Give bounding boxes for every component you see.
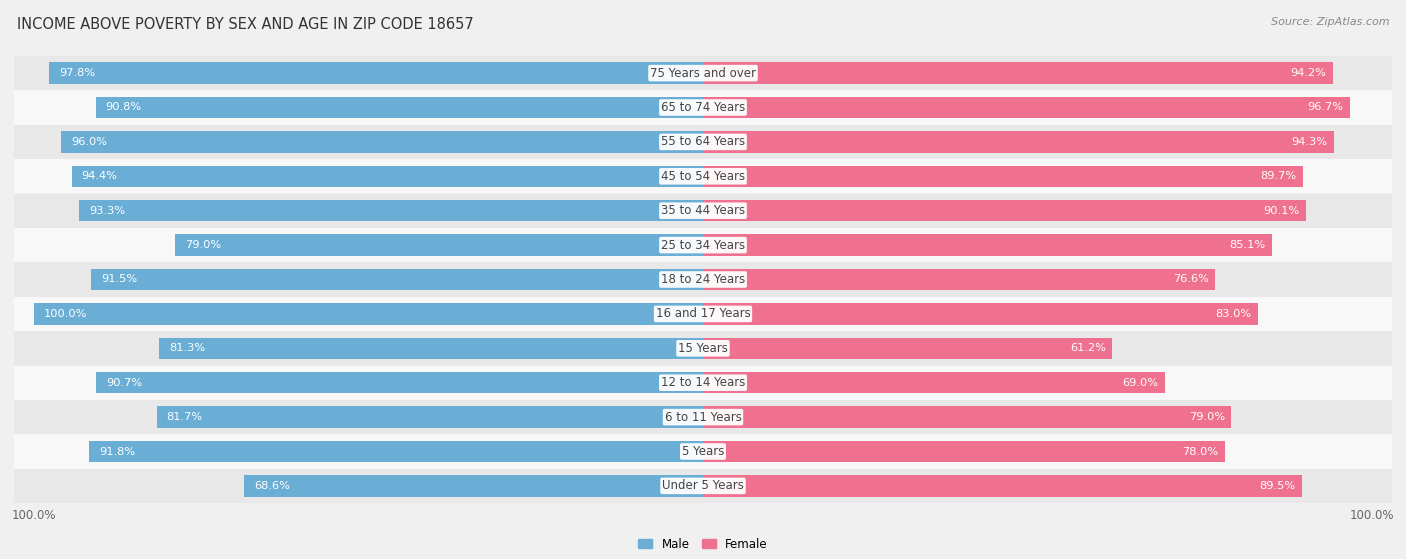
Bar: [703, 269, 1215, 290]
Bar: [91, 269, 703, 290]
Text: 12 to 14 Years: 12 to 14 Years: [661, 376, 745, 389]
Text: 81.3%: 81.3%: [169, 343, 205, 353]
Bar: [89, 441, 703, 462]
Bar: [14, 91, 1392, 125]
Text: 93.3%: 93.3%: [89, 206, 125, 216]
Bar: [703, 97, 1350, 118]
Bar: [14, 366, 1392, 400]
Bar: [156, 406, 703, 428]
Text: 65 to 74 Years: 65 to 74 Years: [661, 101, 745, 114]
Bar: [14, 125, 1392, 159]
Text: 35 to 44 Years: 35 to 44 Years: [661, 204, 745, 217]
Bar: [14, 193, 1392, 228]
Bar: [703, 131, 1334, 153]
Text: 75 Years and over: 75 Years and over: [650, 67, 756, 79]
Text: 78.0%: 78.0%: [1182, 447, 1218, 457]
Bar: [703, 63, 1333, 84]
Bar: [14, 468, 1392, 503]
Bar: [703, 406, 1232, 428]
Bar: [703, 441, 1225, 462]
Text: 91.8%: 91.8%: [98, 447, 135, 457]
Text: Source: ZipAtlas.com: Source: ZipAtlas.com: [1271, 17, 1389, 27]
Bar: [703, 200, 1306, 221]
Legend: Male, Female: Male, Female: [634, 533, 772, 555]
Text: 83.0%: 83.0%: [1215, 309, 1251, 319]
Bar: [72, 165, 703, 187]
Text: 89.5%: 89.5%: [1258, 481, 1295, 491]
Bar: [34, 303, 703, 325]
Text: 100.0%: 100.0%: [44, 309, 87, 319]
Bar: [159, 338, 703, 359]
Bar: [703, 475, 1302, 496]
Bar: [49, 63, 703, 84]
Bar: [703, 338, 1112, 359]
Text: 18 to 24 Years: 18 to 24 Years: [661, 273, 745, 286]
Bar: [96, 97, 703, 118]
Bar: [14, 262, 1392, 297]
Text: 94.2%: 94.2%: [1291, 68, 1326, 78]
Text: 94.3%: 94.3%: [1291, 137, 1327, 147]
Bar: [14, 159, 1392, 193]
Bar: [97, 372, 703, 394]
Text: 6 to 11 Years: 6 to 11 Years: [665, 411, 741, 424]
Text: 90.7%: 90.7%: [107, 378, 142, 388]
Text: 97.8%: 97.8%: [59, 68, 96, 78]
Text: 85.1%: 85.1%: [1229, 240, 1265, 250]
Bar: [79, 200, 703, 221]
Text: Under 5 Years: Under 5 Years: [662, 480, 744, 492]
Bar: [174, 234, 703, 256]
Text: 90.1%: 90.1%: [1263, 206, 1299, 216]
Bar: [703, 234, 1272, 256]
Text: 55 to 64 Years: 55 to 64 Years: [661, 135, 745, 148]
Text: 81.7%: 81.7%: [166, 412, 202, 422]
Text: 79.0%: 79.0%: [1188, 412, 1225, 422]
Bar: [14, 56, 1392, 91]
Bar: [703, 165, 1303, 187]
Bar: [14, 297, 1392, 331]
Text: 91.5%: 91.5%: [101, 274, 138, 285]
Text: 68.6%: 68.6%: [254, 481, 290, 491]
Text: 5 Years: 5 Years: [682, 445, 724, 458]
Text: 69.0%: 69.0%: [1122, 378, 1157, 388]
Text: 79.0%: 79.0%: [184, 240, 221, 250]
Text: 15 Years: 15 Years: [678, 342, 728, 355]
Bar: [60, 131, 703, 153]
Bar: [703, 303, 1258, 325]
Text: 25 to 34 Years: 25 to 34 Years: [661, 239, 745, 252]
Text: 76.6%: 76.6%: [1173, 274, 1209, 285]
Text: 96.0%: 96.0%: [70, 137, 107, 147]
Text: 89.7%: 89.7%: [1260, 171, 1296, 181]
Bar: [14, 331, 1392, 366]
Text: 96.7%: 96.7%: [1308, 102, 1343, 112]
Bar: [245, 475, 703, 496]
Text: 45 to 54 Years: 45 to 54 Years: [661, 170, 745, 183]
Text: 61.2%: 61.2%: [1070, 343, 1105, 353]
Bar: [14, 434, 1392, 468]
Text: INCOME ABOVE POVERTY BY SEX AND AGE IN ZIP CODE 18657: INCOME ABOVE POVERTY BY SEX AND AGE IN Z…: [17, 17, 474, 32]
Bar: [703, 372, 1164, 394]
Bar: [14, 228, 1392, 262]
Bar: [14, 400, 1392, 434]
Text: 90.8%: 90.8%: [105, 102, 142, 112]
Text: 16 and 17 Years: 16 and 17 Years: [655, 307, 751, 320]
Text: 94.4%: 94.4%: [82, 171, 118, 181]
